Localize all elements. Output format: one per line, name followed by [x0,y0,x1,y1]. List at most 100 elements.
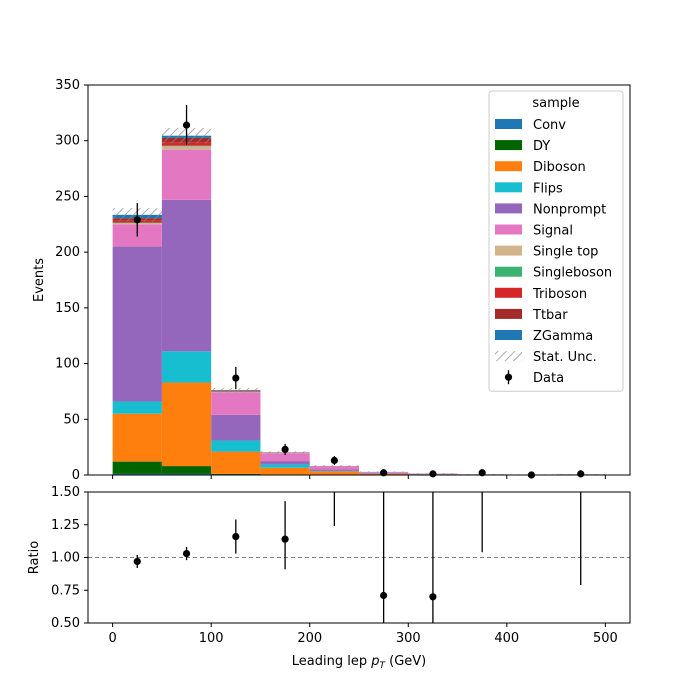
x-tick-label: 500 [593,631,618,646]
x-axis-label-symbol: p [370,654,379,669]
ratio-panel: 0.50 0.75 1.00 1.25 1.50 0 100 200 300 400 500 Rati… [27,485,631,671]
x-tick-label: 300 [396,631,421,646]
legend-swatch [495,330,522,340]
legend-swatch [495,224,522,235]
y-tick-label: 0.75 [51,583,80,598]
data-point [429,470,437,478]
y-tick-label: 150 [55,301,80,316]
legend-frame [488,90,624,392]
data-point [133,216,141,224]
legend-swatch [495,140,522,151]
legend-swatch [495,308,522,319]
legend-entry: Ttbar [532,308,568,323]
data-point [281,445,289,453]
x-axis-label-suffix: (GeV) [385,654,426,669]
bar-signal [161,149,212,200]
y-tick-label: 100 [55,357,80,372]
x-axis-label-prefix: Leading lep [292,654,371,669]
y-tick-label: 1.50 [51,485,80,500]
bar-diboson [112,413,162,462]
legend-swatch [495,182,522,193]
y-tick-label: 1.25 [51,518,80,533]
bar-conv [161,473,212,475]
main-axes-frame [87,84,631,476]
bar-singleboson [161,145,212,147]
bar-flips [161,351,212,383]
main-panel: 0 50 100 150 200 250 300 350 Events [32,78,631,483]
y-tick-label: 50 [63,412,80,427]
legend-entry: Stat. Unc. [533,350,597,365]
data-point [232,374,240,382]
data-point [182,121,191,129]
bar-signal [309,466,359,470]
y-tick-label: 300 [55,134,80,149]
legend-swatch [495,203,522,214]
legend-entry: Flips [533,181,563,196]
ratio-point [281,535,289,543]
ratio-y-axis-label: Ratio [27,541,42,574]
bar-signal [211,392,261,415]
legend-entry: Triboson [532,287,587,302]
legend-entry: Nonprompt [533,202,606,217]
legend-swatch [495,245,522,256]
y-tick-label: 0.50 [51,616,80,631]
bar-nonprompt [211,414,261,441]
legend-swatch [495,287,522,298]
ratio-point [232,532,240,541]
y-tick-label: 350 [55,78,80,93]
bar-nonprompt [309,469,359,471]
legend-swatch [495,266,522,277]
legend-data-marker [504,373,513,381]
ratio-axes-frame [87,491,631,624]
legend-entry: Data [533,371,564,386]
stat-unc-band [309,465,359,467]
bar-conv [112,473,162,475]
bar-flips [309,470,359,472]
y-tick-label: 1.00 [51,551,80,566]
legend-entry: DY [533,139,550,154]
ratio-point [133,557,141,566]
bar-diboson [309,471,359,475]
legend-swatch [495,161,522,172]
bar-signal [260,453,310,462]
y-tick-label: 200 [55,245,80,260]
ratio-point [182,549,191,558]
legend-entry: Single top [533,245,598,260]
ratio-point [380,591,388,600]
ratio-point [429,593,437,601]
bar-nonprompt [161,199,212,352]
bar-dy [161,466,212,474]
bar-nonprompt [260,461,310,465]
y-tick-label: 0 [72,468,80,483]
legend-entry: Signal [533,224,573,239]
bar-flips [211,440,261,452]
x-tick-label: 0 [108,631,116,646]
bar-flips [260,464,310,468]
x-axis-label-sub: T [379,661,386,671]
x-axis-label: Leading lep pT (GeV) [292,654,426,671]
bar-single-top [161,146,212,150]
bar-diboson [161,382,212,467]
bar-diboson [211,451,261,474]
legend-swatch [495,119,522,129]
x-tick-label: 400 [494,631,519,646]
y-axis-label: Events [32,258,47,302]
bar-diboson [260,467,310,475]
legend-swatch-unc [495,351,522,362]
bar-flips [112,401,162,414]
stat-unc-band [211,387,261,393]
x-tick-label: 200 [297,631,322,646]
legend: sample Conv DY Diboson Flips Nonprompt Signal S… [488,90,624,392]
bar-dy [211,473,261,475]
y-tick-label: 250 [55,189,80,204]
legend-entry: Conv [533,118,566,133]
bar-dy [112,461,162,474]
data-point [330,456,338,465]
legend-entry: Singleboson [533,266,612,281]
legend-entry: Diboson [533,160,586,175]
legend-title: sample [532,96,579,111]
data-point [577,470,585,478]
bar-nonprompt [112,246,162,402]
x-tick-label: 100 [199,631,224,646]
